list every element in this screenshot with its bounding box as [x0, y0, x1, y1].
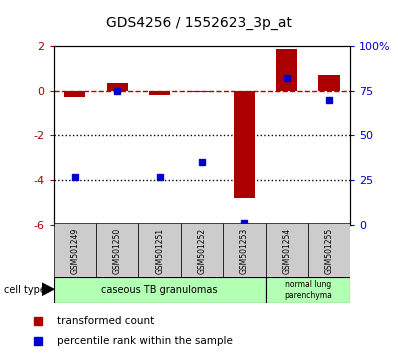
Text: GSM501252: GSM501252 — [197, 227, 207, 274]
Bar — [96, 223, 139, 278]
Bar — [149, 91, 170, 95]
Bar — [308, 223, 350, 278]
Text: GSM501251: GSM501251 — [155, 227, 164, 274]
Text: GSM501250: GSM501250 — [113, 227, 122, 274]
Bar — [54, 277, 265, 303]
Bar — [181, 223, 223, 278]
Bar — [139, 223, 181, 278]
Text: GSM501253: GSM501253 — [240, 227, 249, 274]
Text: GSM501255: GSM501255 — [324, 227, 334, 274]
Bar — [265, 223, 308, 278]
Bar — [54, 223, 96, 278]
Bar — [265, 277, 350, 303]
Text: caseous TB granulomas: caseous TB granulomas — [101, 285, 218, 295]
Text: GSM501254: GSM501254 — [282, 227, 291, 274]
Bar — [223, 223, 265, 278]
Text: GSM501249: GSM501249 — [70, 227, 80, 274]
Bar — [318, 75, 339, 91]
Text: GDS4256 / 1552623_3p_at: GDS4256 / 1552623_3p_at — [106, 16, 292, 30]
Bar — [234, 91, 255, 198]
Polygon shape — [42, 283, 54, 295]
Bar — [276, 49, 297, 91]
Text: cell type: cell type — [4, 285, 46, 295]
Bar — [64, 91, 86, 97]
Bar — [107, 83, 128, 91]
Text: transformed count: transformed count — [57, 316, 154, 326]
Text: percentile rank within the sample: percentile rank within the sample — [57, 336, 232, 346]
Bar — [191, 91, 213, 92]
Text: normal lung
parenchyma: normal lung parenchyma — [284, 280, 332, 299]
